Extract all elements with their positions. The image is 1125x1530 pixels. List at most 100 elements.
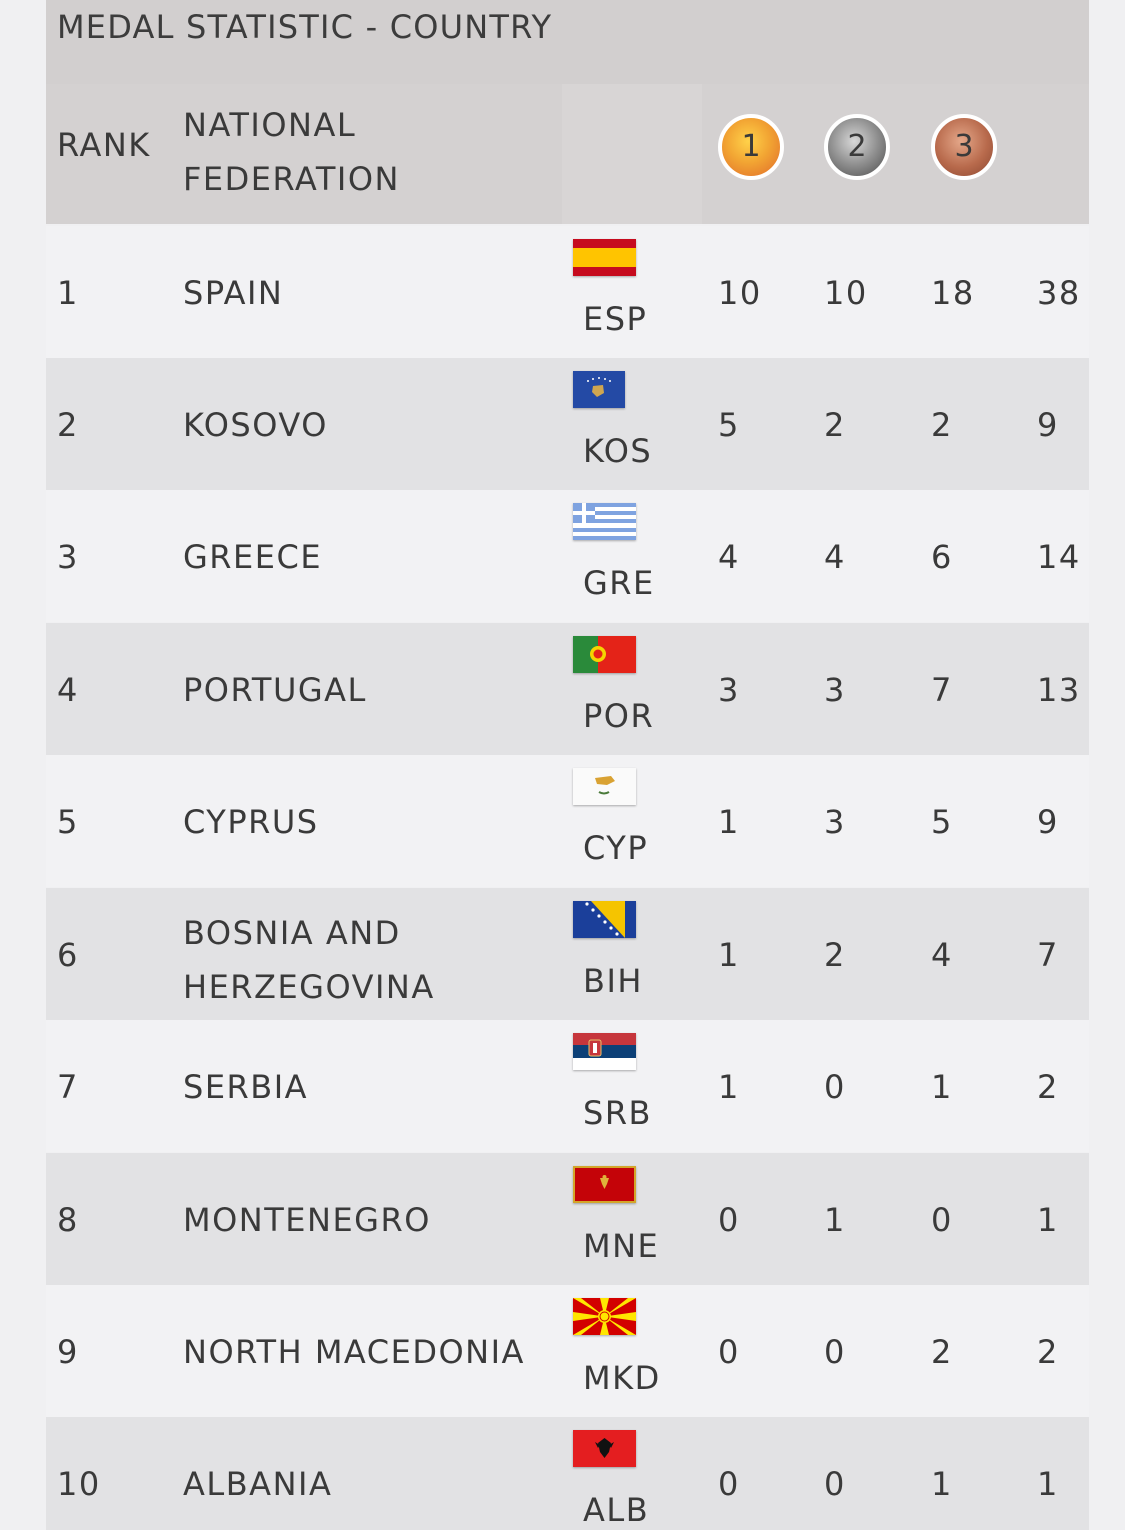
bronze-count: 18	[931, 274, 975, 312]
country-code: ESP	[583, 300, 648, 338]
table-header: RANK NATIONAL FEDERATION 1 2 3	[46, 84, 1089, 224]
country-name[interactable]: BOSNIA AND HERZEGOVINA	[183, 906, 435, 1014]
gold-count: 4	[718, 538, 740, 576]
country-code: KOS	[583, 432, 653, 470]
gold-count: 0	[718, 1333, 740, 1371]
rank-cell: 9	[57, 1333, 79, 1371]
flag-column-header	[562, 84, 702, 224]
federation-header: NATIONAL FEDERATION	[183, 98, 400, 206]
gold-count: 1	[718, 1068, 740, 1106]
albania-flag-icon	[573, 1430, 636, 1467]
gold-medal-icon[interactable]: 1	[718, 114, 784, 180]
gold-count: 0	[718, 1465, 740, 1503]
country-name[interactable]: NORTH MACEDONIA	[183, 1333, 525, 1371]
silver-medal-icon[interactable]: 2	[824, 114, 890, 180]
gold-count: 10	[718, 274, 762, 312]
federation-header-line2: FEDERATION	[183, 160, 400, 198]
country-name-line1: BOSNIA AND	[183, 914, 401, 952]
portugal-flag-icon	[573, 636, 636, 673]
bronze-count: 0	[931, 1201, 953, 1239]
table-row[interactable]: 9 NORTH MACEDONIA MKD	[46, 1285, 1089, 1417]
gold-count: 1	[718, 936, 740, 974]
bosnia-flag-icon	[573, 901, 636, 938]
country-name-line2: HERZEGOVINA	[183, 968, 435, 1006]
country-name[interactable]: PORTUGAL	[183, 671, 367, 709]
country-code: BIH	[583, 962, 643, 1000]
bronze-count: 1	[931, 1068, 953, 1106]
bronze-count: 2	[931, 1333, 953, 1371]
bronze-count: 1	[931, 1465, 953, 1503]
bronze-count: 2	[931, 406, 953, 444]
table-row[interactable]: 3 GREECE GRE 4 4 6 14	[46, 490, 1089, 622]
bronze-count: 7	[931, 671, 953, 709]
spain-flag-icon	[573, 239, 636, 276]
bronze-count: 5	[931, 803, 953, 841]
country-code: POR	[583, 697, 655, 735]
country-code: SRB	[583, 1094, 652, 1132]
total-count: 14	[1037, 538, 1081, 576]
country-name[interactable]: SPAIN	[183, 274, 284, 312]
greece-flag-icon	[573, 503, 636, 540]
table-row[interactable]: 1 SPAIN ESP 10 10 18 38	[46, 226, 1089, 358]
table-row[interactable]: 2 KOSOVO KOS 5 2 2 9	[46, 358, 1089, 490]
table-row[interactable]: 7 SERBIA SRB 1 0 1 2	[46, 1020, 1089, 1152]
federation-header-line1: NATIONAL	[183, 106, 357, 144]
table-row[interactable]: 5 CYPRUS CYP 1 3 5 9	[46, 755, 1089, 887]
gold-count: 1	[718, 803, 740, 841]
total-count: 7	[1037, 936, 1059, 974]
silver-count: 3	[824, 803, 846, 841]
country-name[interactable]: SERBIA	[183, 1068, 309, 1106]
bronze-count: 4	[931, 936, 953, 974]
total-count: 9	[1037, 803, 1059, 841]
montenegro-flag-icon	[573, 1166, 636, 1203]
country-name[interactable]: CYPRUS	[183, 803, 319, 841]
country-name[interactable]: MONTENEGRO	[183, 1201, 431, 1239]
silver-count: 0	[824, 1068, 846, 1106]
silver-count: 10	[824, 274, 868, 312]
rank-header: RANK	[57, 126, 151, 164]
total-count: 2	[1037, 1333, 1059, 1371]
rank-cell: 1	[57, 274, 79, 312]
country-name[interactable]: GREECE	[183, 538, 323, 576]
country-name[interactable]: KOSOVO	[183, 406, 328, 444]
cyprus-flag-icon	[573, 768, 636, 805]
table-row[interactable]: 4 PORTUGAL POR 3 3 7 13	[46, 623, 1089, 755]
kosovo-flag-icon	[573, 371, 625, 408]
gold-count: 5	[718, 406, 740, 444]
silver-count: 1	[824, 1201, 846, 1239]
silver-count: 3	[824, 671, 846, 709]
rank-cell: 4	[57, 671, 79, 709]
table-row[interactable]: 6 BOSNIA AND HERZEGOVINA BIH 1 2 4 7	[46, 888, 1089, 1020]
country-code: ALB	[583, 1491, 650, 1529]
country-name[interactable]: ALBANIA	[183, 1465, 333, 1503]
silver-count: 2	[824, 406, 846, 444]
silver-count: 0	[824, 1465, 846, 1503]
serbia-flag-icon	[573, 1033, 636, 1070]
total-count: 13	[1037, 671, 1081, 709]
rank-cell: 2	[57, 406, 79, 444]
total-count: 1	[1037, 1465, 1059, 1503]
page-title: MEDAL STATISTIC - COUNTRY	[57, 8, 553, 46]
silver-count: 4	[824, 538, 846, 576]
title-bar: MEDAL STATISTIC - COUNTRY	[46, 0, 1089, 84]
gold-count: 0	[718, 1201, 740, 1239]
silver-count: 2	[824, 936, 846, 974]
gold-count: 3	[718, 671, 740, 709]
rank-cell: 3	[57, 538, 79, 576]
table-row[interactable]: 10 ALBANIA ALB 0 0 1 1	[46, 1417, 1089, 1530]
total-count: 9	[1037, 406, 1059, 444]
north-macedonia-flag-icon	[573, 1298, 636, 1335]
bronze-medal-icon[interactable]: 3	[931, 114, 997, 180]
country-code: CYP	[583, 829, 649, 867]
table-row[interactable]: 8 MONTENEGRO MNE 0 1 0 1	[46, 1153, 1089, 1285]
rank-cell: 5	[57, 803, 79, 841]
rank-cell: 7	[57, 1068, 79, 1106]
rank-cell: 8	[57, 1201, 79, 1239]
silver-count: 0	[824, 1333, 846, 1371]
medal-table: MEDAL STATISTIC - COUNTRY RANK NATIONAL …	[46, 0, 1089, 1530]
total-count: 38	[1037, 274, 1081, 312]
bronze-count: 6	[931, 538, 953, 576]
country-code: MNE	[583, 1227, 660, 1265]
rank-cell: 10	[57, 1465, 101, 1503]
total-count: 2	[1037, 1068, 1059, 1106]
